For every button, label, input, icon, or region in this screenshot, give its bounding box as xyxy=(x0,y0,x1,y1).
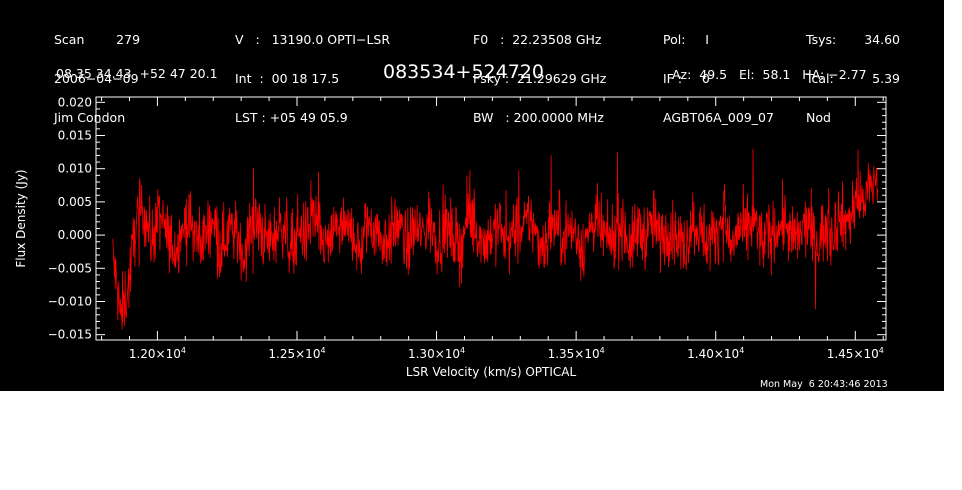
header-col2: V : 13190.0 OPTI−LSR Int : 00 18 17.5 LS… xyxy=(235,7,390,150)
plot-frame xyxy=(95,96,887,341)
header-lst: LST : +05 49 05.9 xyxy=(235,110,348,125)
header-scan: Scan 279 xyxy=(54,32,141,47)
header-azel: Az: 49.5 El: 58.1 HA: −2.77 xyxy=(672,67,867,82)
header-if: IF : 0 xyxy=(663,71,710,86)
spectrum-line xyxy=(112,148,879,330)
header-col5-labels: Tsys: Tcal: Nod xyxy=(806,7,836,150)
header-project: AGBT06A_009_07 xyxy=(663,110,774,125)
spectrum-trace xyxy=(112,148,879,330)
source-name: 083534+524720 xyxy=(383,61,544,83)
x-tick-label: 1.20×104 xyxy=(129,346,186,361)
x-tick-label: 1.25×104 xyxy=(268,346,325,361)
y-tick-label: 0.020 xyxy=(58,95,92,109)
header-date: 2006−04−09 xyxy=(54,71,139,86)
header-tcal-label: Tcal: xyxy=(806,71,834,86)
y-tick-label: −0.010 xyxy=(48,294,92,308)
x-tick-label: 1.45×104 xyxy=(827,346,884,361)
header-integration: Int : 00 18 17.5 xyxy=(235,71,340,86)
header-f0: F0 : 22.23508 GHz xyxy=(473,32,602,47)
header-observer: Jim Condon xyxy=(54,110,126,125)
y-axis-label: Flux Density (Jy) xyxy=(14,169,28,267)
x-tick-label: 1.30×104 xyxy=(408,346,465,361)
header-bw: BW : 200.0000 MHz xyxy=(473,110,604,125)
header-col4: Pol: I IF : 0 AGBT06A_009_07 xyxy=(663,7,774,150)
x-tick-label: 1.35×104 xyxy=(548,346,605,361)
y-tick-label: −0.015 xyxy=(48,328,92,342)
header-col1: Scan 279 2006−04−09 Jim Condon xyxy=(54,7,140,150)
header-velocity: V : 13190.0 OPTI−LSR xyxy=(235,32,391,47)
spectrum-chart: −0.015 −0.010 −0.005 0.000 0.005 0.010 0.015 0.… xyxy=(14,95,887,379)
y-tick-label: 0.005 xyxy=(58,195,92,209)
timestamp: Mon May 6 20:43:46 2013 xyxy=(760,379,888,390)
header-col5-values: 34.60 5.39 xyxy=(846,7,900,137)
x-axis-label: LSR Velocity (km/s) OPTICAL xyxy=(406,365,577,379)
y-tick-label: 0.000 xyxy=(58,228,92,242)
plot-panel: Scan 279 2006−04−09 Jim Condon V : 13190… xyxy=(0,0,944,391)
y-tick-label: −0.005 xyxy=(48,261,92,275)
header-tsys-label: Tsys: xyxy=(806,32,837,47)
header-pol: Pol: I xyxy=(663,32,709,47)
y-axis: −0.015 −0.010 −0.005 0.000 0.005 0.010 0.015 0.… xyxy=(48,95,886,342)
header-nod-label: Nod xyxy=(806,110,831,125)
header-tsys-value: 34.60 xyxy=(864,32,900,47)
x-axis: 1.20×104 1.25×104 1.30×104 1.35×104 1.40×104… xyxy=(101,97,884,361)
y-tick-label: 0.010 xyxy=(58,162,92,176)
x-tick-label: 1.40×104 xyxy=(687,346,744,361)
header-tcal-value: 5.39 xyxy=(872,71,900,86)
header-fsky: Fsky : 21.29629 GHz xyxy=(473,71,607,86)
header-col3: F0 : 22.23508 GHz Fsky : 21.29629 GHz BW… xyxy=(473,7,606,150)
y-tick-label: 0.015 xyxy=(58,129,92,143)
header-coordinates: 08 35 34.43 +52 47 20.1 xyxy=(56,66,218,81)
